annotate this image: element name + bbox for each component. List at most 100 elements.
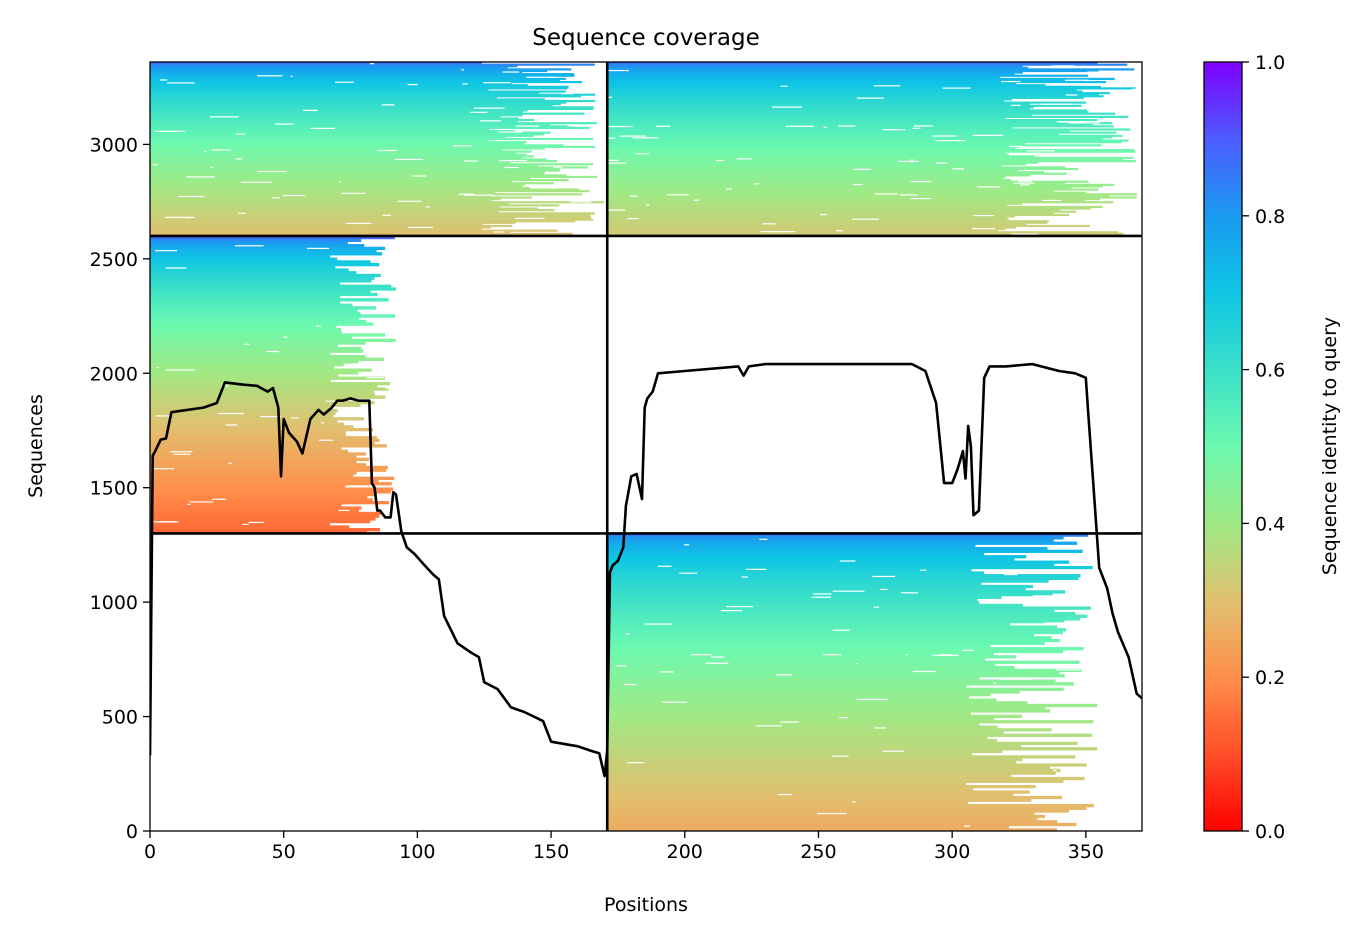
coverage-gap xyxy=(480,120,501,122)
coverage-gap xyxy=(470,449,486,451)
x-tick-label: 100 xyxy=(399,841,435,863)
x-tick-label: 0 xyxy=(144,841,156,863)
coverage-gap xyxy=(257,75,283,77)
coverage-gap xyxy=(228,462,232,464)
heatmap-row xyxy=(607,153,1009,156)
heatmap-row xyxy=(150,514,380,518)
heatmap-row xyxy=(607,218,1010,221)
y-axis-ticks: 0 500 1000 1500 2000 2500 3000 xyxy=(90,134,150,843)
heatmap-row xyxy=(150,290,371,294)
heatmap-row xyxy=(150,479,379,483)
heatmap-row xyxy=(607,647,1084,651)
coverage-gap xyxy=(835,230,844,232)
coverage-gap xyxy=(539,373,542,375)
coverage-gap xyxy=(421,342,439,344)
heatmap-row xyxy=(607,752,972,756)
heatmap-row xyxy=(150,517,376,521)
coverage-gap xyxy=(1052,769,1057,772)
heatmap-row xyxy=(607,663,996,667)
coverage-gap xyxy=(154,130,185,132)
coverage-gap xyxy=(235,245,264,247)
coverage-gap xyxy=(811,596,831,598)
heatmap-row xyxy=(150,137,594,141)
coverage-gap xyxy=(283,336,288,338)
coverage-gap xyxy=(1131,810,1142,812)
heatmap-row xyxy=(607,160,1136,163)
coverage-gap xyxy=(720,610,743,612)
heatmap-row xyxy=(607,582,982,586)
heatmap-row xyxy=(150,161,511,164)
coverage-gap xyxy=(155,415,171,417)
coverage-gap xyxy=(560,92,574,95)
colorbar-tick-label: 0.2 xyxy=(1255,667,1285,689)
heatmap-row xyxy=(150,308,358,313)
heatmap-row xyxy=(150,449,349,453)
coverage-gap xyxy=(1004,573,1018,576)
heatmap-row xyxy=(150,344,339,348)
heatmap-row xyxy=(150,144,564,147)
coverage-gap xyxy=(579,515,590,518)
coverage-gap xyxy=(619,135,647,137)
coverage-gap xyxy=(352,363,374,365)
coverage-gap xyxy=(657,565,672,567)
coverage-gap xyxy=(310,127,335,130)
heatmap-row xyxy=(150,322,374,326)
heatmap-row xyxy=(150,354,366,359)
coverage-gap xyxy=(515,125,540,127)
coverage-gap xyxy=(1042,199,1062,202)
heatmap-row xyxy=(607,538,1054,543)
heatmap-row xyxy=(150,163,594,166)
coverage-gap xyxy=(509,199,519,202)
heatmap-row xyxy=(607,207,1091,210)
coverage-gap xyxy=(502,366,529,368)
heatmap-row xyxy=(607,164,1002,167)
heatmap-row xyxy=(150,175,598,179)
heatmap-row xyxy=(607,80,1107,84)
x-tick-label: 50 xyxy=(272,841,296,863)
heatmap-row xyxy=(607,541,1078,545)
heatmap-row xyxy=(607,122,1112,125)
heatmap-row xyxy=(607,682,1074,686)
heatmap-row xyxy=(150,352,331,356)
heatmap-row xyxy=(150,257,338,261)
heatmap-row xyxy=(150,430,346,434)
heatmap-row xyxy=(607,93,1100,96)
heatmap-row xyxy=(150,194,492,198)
coverage-gap xyxy=(839,717,848,719)
coverage-gap xyxy=(318,439,333,441)
heatmap-row xyxy=(150,216,591,220)
heatmap-row xyxy=(150,224,513,228)
coverage-gap xyxy=(659,671,674,673)
heatmap-row xyxy=(607,156,1134,160)
heatmap-row xyxy=(607,174,1031,177)
heatmap-row xyxy=(150,153,527,156)
x-tick-label: 250 xyxy=(800,841,836,863)
coverage-gap xyxy=(912,127,921,129)
coverage-gap xyxy=(646,204,650,206)
y-axis-label: Sequences xyxy=(25,394,47,498)
heatmap-row xyxy=(607,698,997,702)
coverage-gap xyxy=(932,135,957,137)
heatmap-row xyxy=(150,460,357,464)
coverage-gap xyxy=(1068,122,1100,124)
coverage-gap xyxy=(1011,233,1039,235)
heatmap-row xyxy=(607,720,1094,724)
coverage-gap xyxy=(632,137,658,139)
coverage-gap xyxy=(449,524,480,526)
x-axis-label: Positions xyxy=(604,894,688,916)
heatmap-row xyxy=(607,96,1084,99)
heatmap-row xyxy=(150,395,386,399)
heatmap-row xyxy=(607,120,1057,123)
coverage-gap xyxy=(553,166,563,168)
heatmap-row xyxy=(150,444,387,448)
heatmap-row xyxy=(150,427,374,432)
heatmap-row xyxy=(607,112,1115,115)
x-tick-label: 200 xyxy=(667,841,703,863)
heatmap-row xyxy=(150,180,513,183)
heatmap-row xyxy=(150,191,496,194)
heatmap-row xyxy=(607,117,1006,120)
heatmap-row xyxy=(607,73,1015,76)
heatmap-row xyxy=(150,106,594,109)
coverage-gap xyxy=(882,750,904,752)
coverage-gap xyxy=(321,422,324,424)
